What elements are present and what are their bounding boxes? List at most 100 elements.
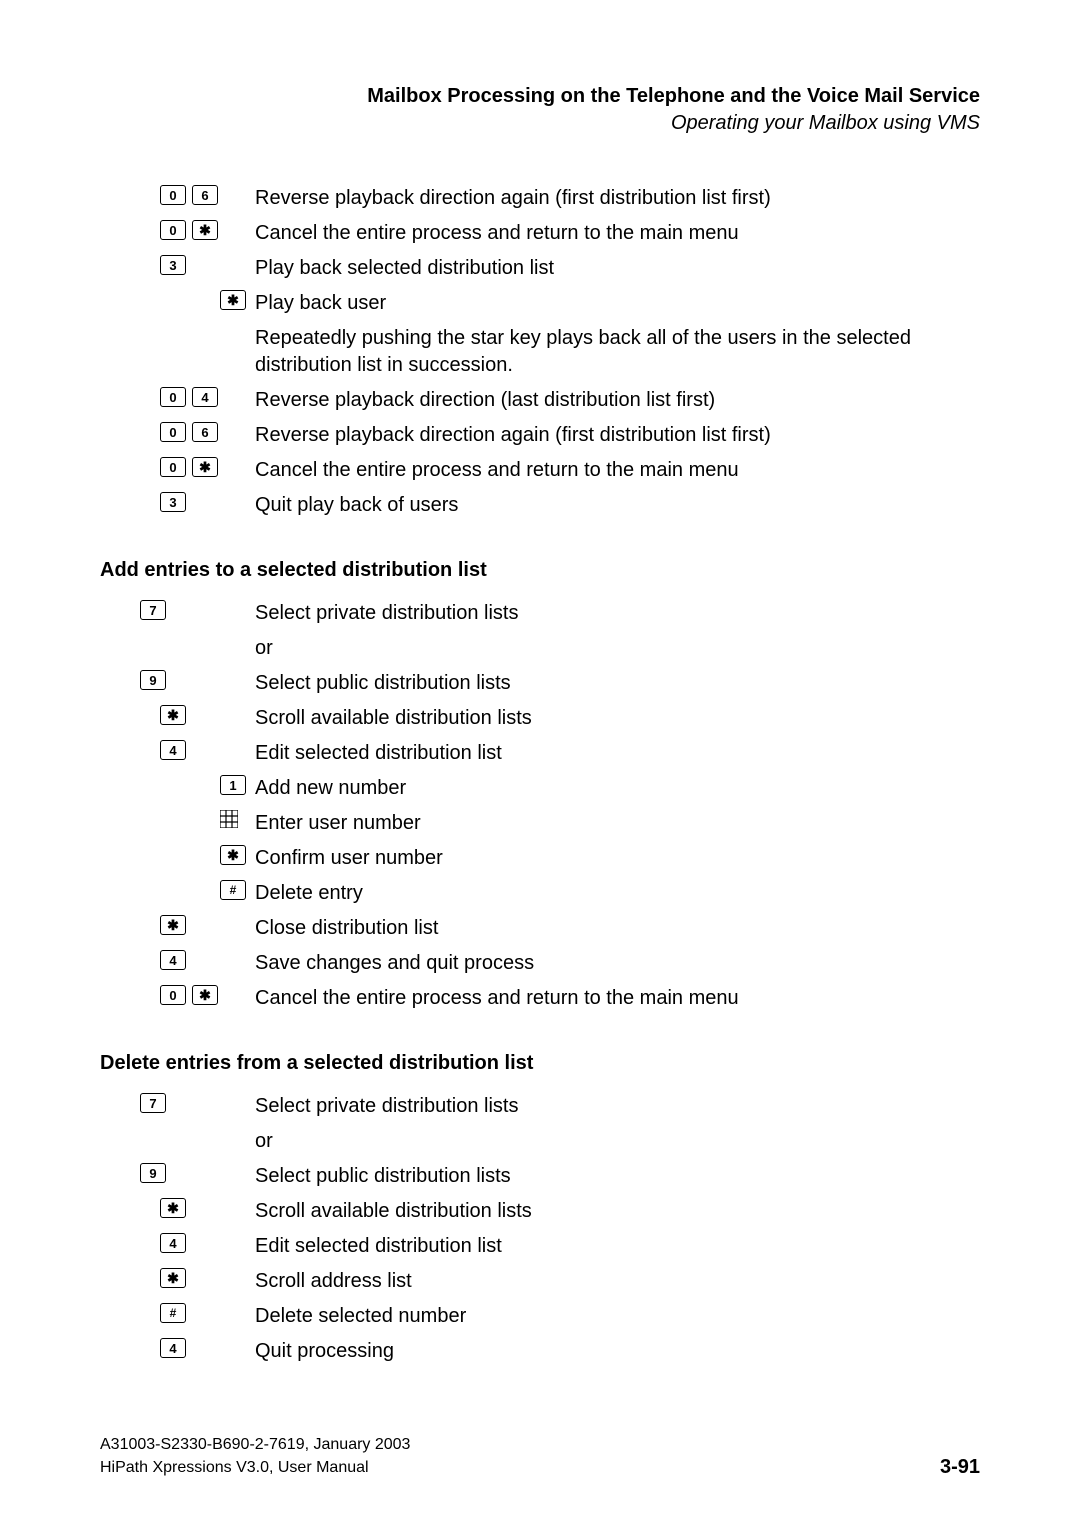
instruction-text: Select public distribution lists	[255, 1163, 980, 1190]
instruction-text: Confirm user number	[255, 845, 980, 872]
key-sequence: 0✱	[100, 985, 255, 1005]
instruction-row: 4 Save changes and quit process	[100, 950, 980, 977]
instruction-row: ✱ Scroll available distribution lists	[100, 1198, 980, 1225]
key-sequence: #	[100, 880, 255, 900]
header-subtitle: Operating your Mailbox using VMS	[100, 112, 980, 135]
instruction-row: 04Reverse playback direction (last distr…	[100, 387, 980, 414]
key-sequence: 4	[100, 1338, 255, 1358]
key-4-icon: 4	[192, 387, 218, 407]
instruction-text: Delete entry	[255, 880, 980, 907]
key-sequence: 06	[100, 185, 255, 205]
key-sequence: ✱	[100, 845, 255, 865]
instruction-text: Close distribution list	[255, 915, 980, 942]
instruction-row: 4 Edit selected distribution list	[100, 740, 980, 767]
instruction-row: ✱ Confirm user number	[100, 845, 980, 872]
instruction-row: 3 Play back selected distribution list	[100, 255, 980, 282]
key-7-icon: 7	[140, 1093, 166, 1113]
instruction-text: Quit processing	[255, 1338, 980, 1365]
footer-left: A31003-S2330-B690-2-7619, January 2003 H…	[100, 1434, 410, 1479]
key-sequence: #	[100, 1303, 255, 1323]
key-hash-icon: #	[160, 1303, 186, 1323]
key-star-icon: ✱	[220, 845, 246, 865]
instruction-text: Cancel the entire process and return to …	[255, 985, 980, 1012]
key-sequence: 3	[100, 492, 255, 512]
instruction-text: Repeatedly pushing the star key plays ba…	[255, 325, 980, 379]
key-1-icon: 1	[220, 775, 246, 795]
instruction-text: Edit selected distribution list	[255, 740, 980, 767]
instruction-row: 7Select private distribution lists	[100, 600, 980, 627]
key-sequence: 04	[100, 387, 255, 407]
section2-heading: Add entries to a selected distribution l…	[100, 559, 980, 582]
instruction-row: 1 Add new number	[100, 775, 980, 802]
key-9-icon: 9	[140, 1163, 166, 1183]
instruction-row: # Delete selected number	[100, 1303, 980, 1330]
instruction-row: 3 Quit play back of users	[100, 492, 980, 519]
key-hash-icon: #	[220, 880, 246, 900]
page-footer: A31003-S2330-B690-2-7619, January 2003 H…	[100, 1434, 980, 1479]
instruction-row: ✱ Close distribution list	[100, 915, 980, 942]
key-sequence: ✱	[100, 915, 255, 935]
section-add-entries: 7Select private distribution listsor9Sel…	[100, 600, 980, 1012]
key-3-icon: 3	[160, 492, 186, 512]
key-sequence: 7	[100, 1093, 255, 1113]
key-3-icon: 3	[160, 255, 186, 275]
instruction-row: 4 Edit selected distribution list	[100, 1233, 980, 1260]
instruction-row: # Delete entry	[100, 880, 980, 907]
key-star-icon: ✱	[192, 457, 218, 477]
key-sequence: 4	[100, 740, 255, 760]
instruction-row: Enter user number	[100, 810, 980, 837]
instruction-text: Quit play back of users	[255, 492, 980, 519]
key-sequence: 9	[100, 1163, 255, 1183]
key-9-icon: 9	[140, 670, 166, 690]
key-star-icon: ✱	[192, 985, 218, 1005]
key-star-icon: ✱	[192, 220, 218, 240]
instruction-row: 9Select public distribution lists	[100, 670, 980, 697]
key-4-icon: 4	[160, 1233, 186, 1253]
instruction-row: 0✱Cancel the entire process and return t…	[100, 220, 980, 247]
instruction-row: 0✱Cancel the entire process and return t…	[100, 457, 980, 484]
instruction-text: Select private distribution lists	[255, 600, 980, 627]
key-0-icon: 0	[160, 387, 186, 407]
key-sequence: 0✱	[100, 220, 255, 240]
key-star-icon: ✱	[160, 915, 186, 935]
section-delete-entries: 7Select private distribution lists or 9 Sel…	[100, 1093, 980, 1365]
key-0-icon: 0	[160, 220, 186, 240]
instruction-row: 06Reverse playback direction again (firs…	[100, 422, 980, 449]
key-6-icon: 6	[192, 185, 218, 205]
key-sequence: 4	[100, 950, 255, 970]
instruction-text: Play back selected distribution list	[255, 255, 980, 282]
header-title: Mailbox Processing on the Telephone and …	[100, 85, 980, 108]
key-4-icon: 4	[160, 950, 186, 970]
instruction-text: Scroll address list	[255, 1268, 980, 1295]
instruction-row: 0✱Cancel the entire process and return t…	[100, 985, 980, 1012]
instruction-text: Save changes and quit process	[255, 950, 980, 977]
instruction-text: Delete selected number	[255, 1303, 980, 1330]
key-star-icon: ✱	[160, 705, 186, 725]
instruction-row: ✱ Scroll address list	[100, 1268, 980, 1295]
instruction-row: or	[100, 1128, 980, 1155]
key-0-icon: 0	[160, 422, 186, 442]
instruction-text: or	[255, 1128, 980, 1155]
instruction-text: Scroll available distribution lists	[255, 1198, 980, 1225]
instruction-text: Play back user	[255, 290, 980, 317]
instruction-text: Scroll available distribution lists	[255, 705, 980, 732]
key-star-icon: ✱	[160, 1268, 186, 1288]
footer-doc-number: A31003-S2330-B690-2-7619, January 2003	[100, 1434, 410, 1456]
key-sequence: ✱	[100, 705, 255, 725]
key-4-icon: 4	[160, 740, 186, 760]
key-sequence: ✱	[100, 1198, 255, 1218]
key-star-icon: ✱	[220, 290, 246, 310]
instruction-row: Repeatedly pushing the star key plays ba…	[100, 325, 980, 379]
instruction-text: or	[255, 635, 980, 662]
key-star-icon: ✱	[160, 1198, 186, 1218]
instruction-row: 7Select private distribution lists	[100, 1093, 980, 1120]
key-sequence: 06	[100, 422, 255, 442]
page-number: 3-91	[940, 1456, 980, 1479]
instruction-row: ✱ Scroll available distribution lists	[100, 705, 980, 732]
key-sequence: 0✱	[100, 457, 255, 477]
instruction-text: Edit selected distribution list	[255, 1233, 980, 1260]
instruction-text: Add new number	[255, 775, 980, 802]
instruction-row: 9 Select public distribution lists	[100, 1163, 980, 1190]
key-sequence: 3	[100, 255, 255, 275]
footer-product: HiPath Xpressions V3.0, User Manual	[100, 1457, 410, 1479]
